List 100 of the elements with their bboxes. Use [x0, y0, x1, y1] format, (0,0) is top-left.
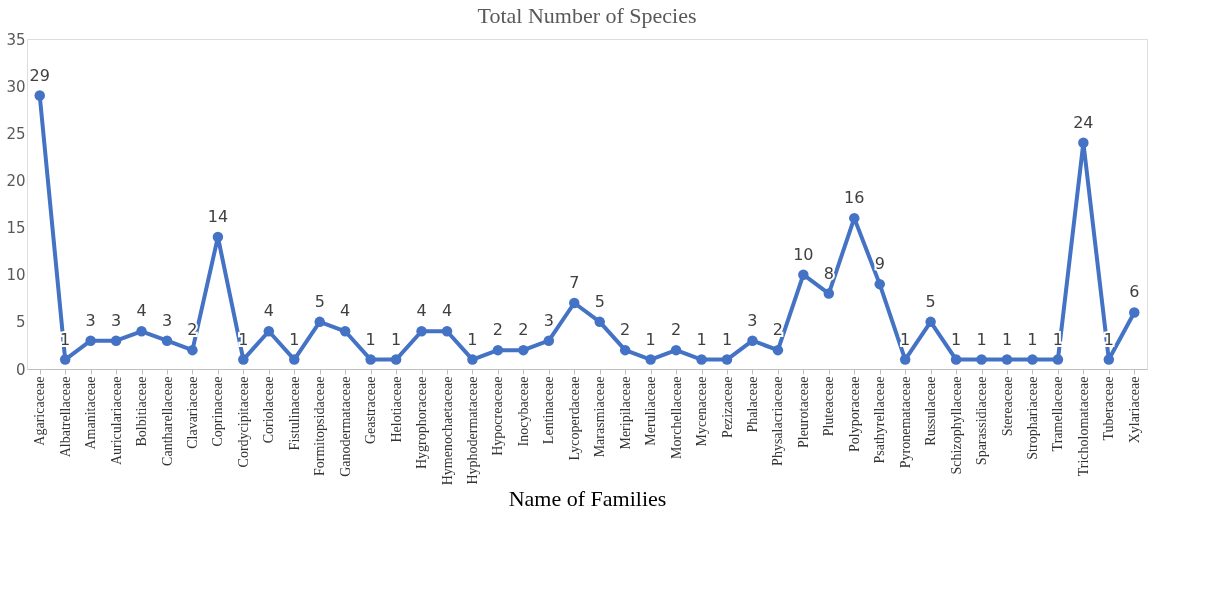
data-label: 1 — [900, 329, 911, 349]
point — [187, 344, 198, 356]
x-tick-label: Pluteaceae — [821, 376, 837, 437]
x-tick-label: Meripilaceae — [617, 376, 633, 450]
data-label: 3 — [747, 310, 758, 330]
point — [339, 326, 351, 337]
point — [874, 278, 885, 290]
data-label: 24 — [1073, 112, 1094, 132]
x-tick-label: Pyronemataceae — [897, 376, 913, 469]
point — [85, 335, 96, 346]
point — [1078, 137, 1089, 148]
x-tick-label: Tramellaceae — [1050, 376, 1066, 452]
data-label: 2 — [620, 320, 631, 340]
y-tick-label: 35 — [6, 30, 26, 49]
point — [543, 335, 555, 346]
x-tick-label: Albatrellaceae — [57, 376, 73, 458]
data-label: 3 — [161, 310, 173, 330]
point — [441, 326, 453, 337]
x-tick-label: Schizophyllaceae — [948, 376, 964, 475]
data-label: 3 — [85, 310, 96, 330]
data-label: 2 — [492, 320, 503, 340]
x-tick-label: Pezizaceae — [719, 376, 735, 438]
data-label: 4 — [263, 301, 274, 321]
x-tick-label: Agaricaceae — [32, 376, 48, 446]
x-tick-label: Tuberaceae — [1101, 376, 1117, 441]
data-label: 7 — [569, 273, 580, 292]
data-label: 2 — [671, 320, 682, 340]
data-label: 1 — [1001, 329, 1013, 349]
x-tick-label: Psathyrellaceae — [872, 376, 888, 464]
data-label: 1 — [721, 329, 733, 349]
x-tick-label: Bolbitiaceae — [134, 376, 150, 447]
x-tick-label: Auriculariaceae — [108, 376, 124, 466]
point — [136, 326, 147, 337]
x-tick-label: Hypocreaceae — [490, 376, 506, 456]
chart-title: Total Number of Species — [477, 3, 697, 28]
point — [721, 354, 733, 365]
y-tick-label: 5 — [15, 313, 26, 332]
x-tick-label: Phalaceae — [744, 376, 760, 433]
y-tick-label: 20 — [6, 171, 26, 190]
y-tick-label: 10 — [6, 266, 26, 285]
x-tick-label: Pleurotaceae — [795, 376, 811, 449]
x-tick-label: Xylariaceae — [1126, 376, 1142, 444]
point — [772, 344, 784, 356]
y-tick-label: 15 — [6, 219, 26, 238]
x-tick-label: Lentinaceae — [541, 376, 557, 445]
point — [1027, 354, 1038, 365]
x-tick-label: Formitopsidaceae — [312, 376, 328, 477]
data-label: 14 — [207, 207, 229, 226]
x-tick-label: Hygrophoraceae — [414, 376, 430, 470]
point — [59, 354, 71, 365]
data-label: 4 — [441, 301, 453, 321]
point — [492, 344, 504, 356]
x-tick-label: Geastraceae — [363, 376, 379, 445]
point — [289, 354, 300, 365]
x-axis-title: Name of Families — [508, 486, 667, 512]
data-label: 1 — [696, 329, 707, 349]
data-label: 1 — [467, 329, 478, 349]
x-tick-label: Polyporaceae — [846, 376, 862, 452]
data-label: 5 — [314, 291, 325, 311]
data-label: 1 — [391, 329, 402, 349]
data-label: 1 — [238, 329, 249, 349]
x-tick-label: Ganodermataceae — [337, 376, 353, 477]
data-label: 4 — [416, 301, 427, 321]
data-label: 1 — [289, 329, 300, 349]
point — [594, 316, 605, 328]
point — [238, 354, 249, 365]
x-tick-label: Cantharellaceae — [159, 376, 175, 466]
x-tick-label: Stereaceae — [999, 376, 1015, 437]
point — [416, 326, 427, 337]
point — [467, 354, 478, 365]
point — [263, 326, 275, 337]
data-label: 16 — [844, 188, 865, 208]
y-tick-label: 0 — [15, 360, 26, 379]
point — [161, 335, 173, 346]
point — [798, 269, 809, 280]
x-tick-label: Helotiaceae — [388, 376, 404, 443]
x-tick-label: Strophariaceae — [1024, 376, 1040, 460]
point — [34, 90, 45, 101]
data-label: 6 — [1129, 282, 1140, 302]
x-tick-label: Coprinaceae — [210, 376, 226, 447]
point — [976, 354, 987, 365]
x-tick-label: Coriolaceae — [261, 376, 277, 444]
point — [645, 354, 656, 365]
data-label: 5 — [594, 291, 605, 311]
point — [1103, 354, 1115, 365]
data-label: 1 — [645, 329, 656, 349]
data-label: 5 — [925, 291, 936, 311]
data-label: 2 — [772, 320, 783, 340]
point — [670, 344, 682, 356]
point — [619, 344, 631, 356]
x-tick-label: Meruliaceae — [643, 376, 659, 446]
x-tick-label: Cordycipitaceae — [235, 376, 251, 468]
point — [925, 316, 936, 328]
x-tick-label: Hymenochaetaceae — [439, 376, 455, 486]
x-tick-label: Tricholomataceae — [1075, 376, 1091, 477]
data-label: 4 — [340, 301, 351, 321]
data-label: 3 — [543, 310, 554, 330]
x-tick-label: Morchellaceae — [668, 376, 684, 459]
point — [569, 297, 580, 309]
data-label: 1 — [951, 329, 962, 349]
